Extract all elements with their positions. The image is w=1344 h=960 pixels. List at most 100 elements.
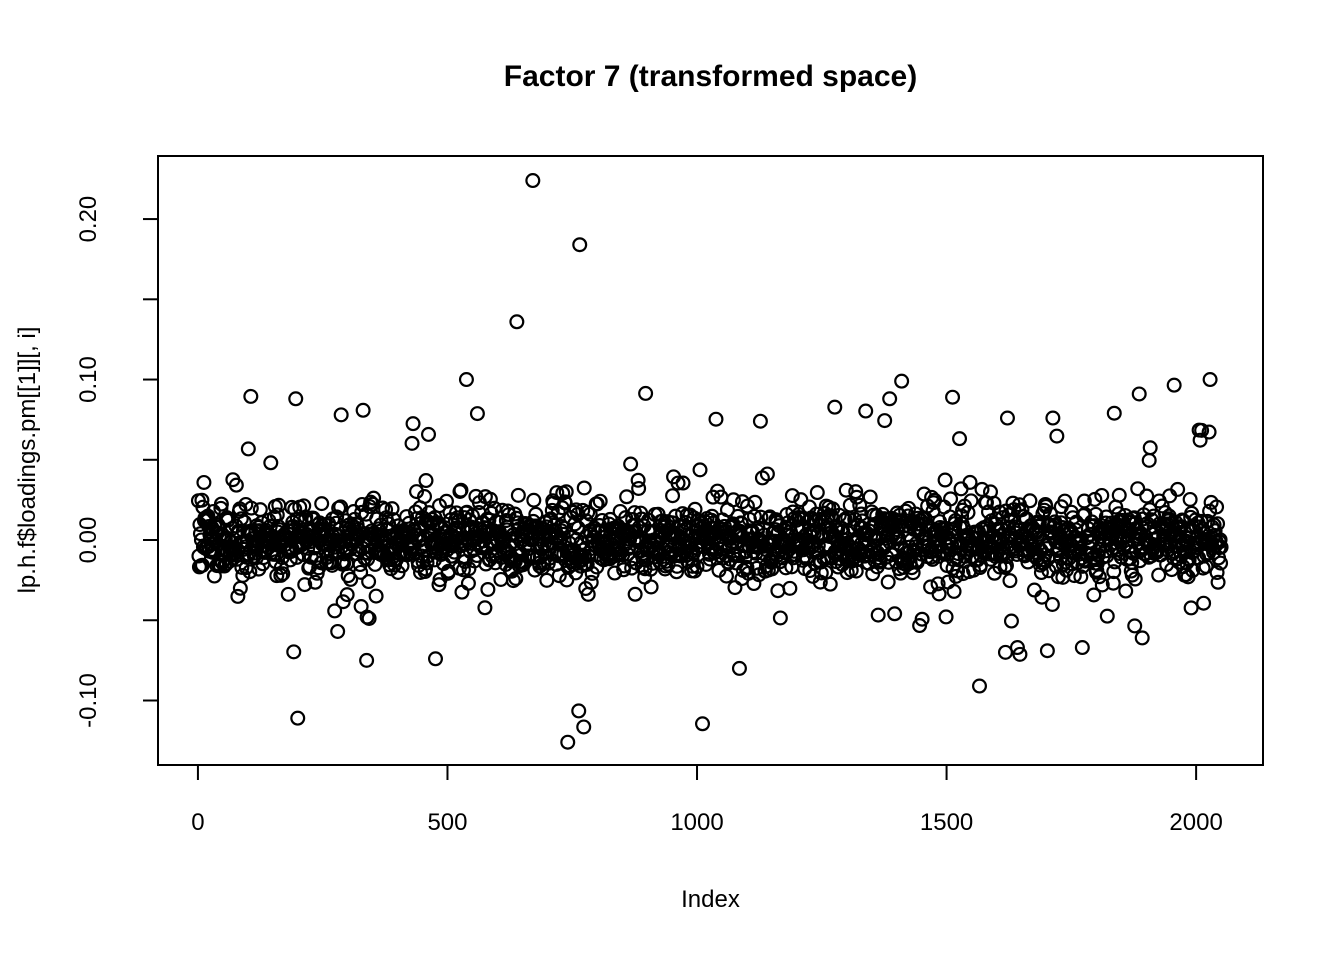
x-tick-label: 2000 — [1169, 809, 1222, 836]
data-point — [501, 507, 517, 523]
data-point — [882, 391, 898, 407]
data-point — [354, 496, 370, 512]
data-point — [1057, 493, 1073, 509]
data-point — [539, 572, 555, 588]
data-point — [752, 413, 768, 429]
data-point — [852, 497, 868, 513]
data-point — [509, 314, 525, 330]
data-point — [1212, 532, 1228, 548]
data-point — [365, 496, 381, 512]
data-point — [1201, 424, 1217, 440]
data-point — [1213, 539, 1229, 555]
data-point — [1151, 567, 1167, 583]
data-point — [972, 678, 988, 694]
data-point — [361, 610, 377, 626]
data-point — [243, 500, 259, 516]
data-point — [576, 480, 592, 496]
data-point — [355, 402, 371, 418]
data-point — [551, 568, 567, 584]
plot-box — [157, 155, 1264, 766]
data-point — [228, 477, 244, 493]
data-point — [417, 489, 433, 505]
data-point — [576, 719, 592, 735]
data-point — [784, 488, 800, 504]
data-point — [359, 652, 375, 668]
data-point — [1111, 487, 1127, 503]
data-point — [549, 485, 565, 501]
data-point — [361, 574, 377, 590]
data-point — [675, 475, 691, 491]
data-point — [782, 580, 798, 596]
data-point — [275, 566, 291, 582]
data-point — [1139, 488, 1155, 504]
data-point — [669, 564, 685, 580]
data-point — [216, 558, 232, 574]
data-point — [240, 441, 256, 457]
data-point — [953, 481, 969, 497]
data-point — [282, 552, 298, 568]
data-point — [1094, 487, 1110, 503]
data-point — [307, 574, 323, 590]
data-point — [353, 564, 369, 580]
data-point — [1014, 502, 1030, 518]
data-point — [1099, 608, 1115, 624]
data-point — [460, 575, 476, 591]
data-point — [242, 564, 258, 580]
data-point — [419, 555, 435, 571]
data-point — [1015, 509, 1031, 525]
data-point — [510, 487, 526, 503]
data-point — [1034, 589, 1050, 605]
data-point — [630, 472, 646, 488]
data-point — [1022, 493, 1038, 509]
data-point — [557, 495, 573, 511]
data-point — [1086, 587, 1102, 603]
data-point — [384, 501, 400, 517]
data-point — [592, 493, 608, 509]
data-point — [1141, 452, 1157, 468]
data-point — [558, 484, 574, 500]
data-point — [634, 511, 650, 527]
x-tick-label: 1000 — [670, 809, 723, 836]
data-point — [544, 502, 560, 518]
data-point — [793, 492, 809, 508]
data-point — [914, 611, 930, 627]
data-point — [580, 504, 596, 520]
data-point — [725, 492, 741, 508]
data-point — [631, 480, 647, 496]
data-point — [1131, 386, 1147, 402]
data-point — [230, 588, 246, 604]
data-point — [405, 416, 421, 432]
data-point — [997, 559, 1013, 575]
data-point — [1039, 643, 1055, 659]
x-tick-label: 0 — [191, 809, 204, 836]
data-point — [877, 413, 893, 429]
data-point — [263, 455, 279, 471]
data-point — [739, 559, 755, 575]
data-point — [482, 491, 498, 507]
data-point — [1028, 525, 1044, 541]
data-point — [327, 603, 343, 619]
data-point — [1012, 646, 1028, 662]
data-point — [1183, 600, 1199, 616]
data-point — [1127, 571, 1143, 587]
data-point — [974, 481, 990, 497]
data-point — [1194, 422, 1210, 438]
data-point — [286, 644, 302, 660]
data-point — [1091, 569, 1107, 585]
data-point — [1182, 491, 1198, 507]
data-point — [477, 600, 493, 616]
data-point — [428, 651, 444, 667]
data-point — [333, 407, 349, 423]
data-point — [848, 563, 864, 579]
data-point — [280, 586, 296, 602]
data-point — [747, 494, 763, 510]
data-point — [1127, 618, 1143, 634]
data-point — [937, 472, 953, 488]
data-point — [583, 574, 599, 590]
data-point — [1170, 481, 1186, 497]
data-point — [454, 584, 470, 600]
data-point — [205, 503, 221, 519]
data-point — [378, 502, 394, 518]
data-point — [560, 734, 576, 750]
